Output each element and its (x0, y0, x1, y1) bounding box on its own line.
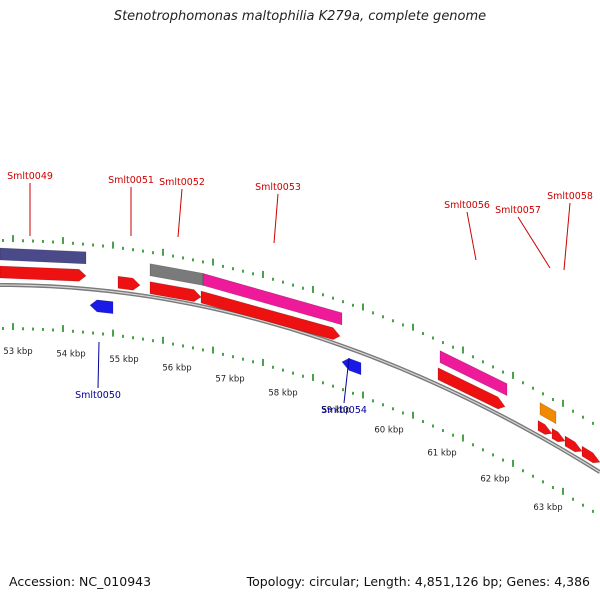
reverse-cds-arrow (341, 358, 362, 376)
forward-label-leader (517, 216, 551, 269)
feature-box (202, 273, 343, 326)
forward-label-leader (466, 211, 477, 261)
scale-label: 59 kbp (321, 406, 350, 416)
scale-label: 63 kbp (533, 503, 562, 513)
label-leader-lines (29, 183, 571, 404)
forward-gene-label: Smlt0057 (495, 205, 541, 216)
forward-label-leader (563, 202, 571, 271)
scale-label: 55 kbp (109, 355, 138, 365)
forward-cds-arrow (149, 281, 202, 302)
map-title: Stenotrophomonas maltophilia K279a, comp… (113, 9, 487, 24)
reverse-label-leader (343, 357, 350, 404)
reverse-label-leader (97, 341, 100, 389)
scale-label: 53 kbp (3, 347, 32, 357)
accession-text: Accession: NC_010943 (9, 574, 152, 589)
scale-label: 61 kbp (427, 449, 456, 459)
forward-gene-label: Smlt0052 (159, 177, 205, 188)
forward-cds-arrow (0, 265, 87, 282)
forward-cds-arrow (200, 290, 341, 340)
forward-gene-label: Smlt0058 (547, 191, 593, 202)
reverse-cds-arrow (89, 299, 114, 314)
scale-label: 62 kbp (480, 474, 509, 484)
feature-box (539, 402, 557, 425)
gene-labels: Smlt0049 Smlt0051 Smlt0052 Smlt0053 Smlt0056… (7, 171, 593, 416)
feature-track (0, 247, 600, 464)
forward-cds-arrow (564, 435, 583, 453)
scale-label: 58 kbp (268, 389, 297, 399)
forward-label-leader (177, 188, 183, 238)
forward-cds-arrow (537, 419, 553, 435)
forward-gene-label: Smlt0053 (255, 182, 301, 193)
forward-gene-label: Smlt0051 (108, 175, 154, 186)
inner-tick-ring (2, 323, 594, 513)
scale-labels: 53 kbp 54 kbp 55 kbp 56 kbp 57 kbp 58 kbp 59 k… (3, 347, 562, 513)
feature-box (149, 263, 204, 286)
forward-cds-arrow (437, 367, 506, 410)
scale-label: 54 kbp (56, 350, 85, 360)
forward-cds-arrow (117, 275, 141, 291)
forward-cds-arrow (581, 445, 600, 464)
reverse-gene-label: Smlt0054 (321, 405, 367, 416)
feature-box (439, 350, 508, 397)
forward-gene-label: Smlt0049 (7, 171, 53, 182)
feature-box (0, 247, 87, 265)
genome-backbone (0, 283, 600, 474)
scale-label: 57 kbp (215, 375, 244, 385)
scale-label: 56 kbp (162, 363, 191, 373)
forward-cds-arrow (551, 427, 566, 443)
outer-tick-ring (2, 235, 594, 425)
forward-gene-label: Smlt0056 (444, 200, 490, 211)
scale-label: 60 kbp (374, 426, 403, 436)
backbone-highlight (0, 284, 600, 473)
reverse-gene-label: Smlt0050 (75, 390, 121, 401)
forward-label-leader (273, 193, 279, 244)
genome-summary-text: Topology: circular; Length: 4,851,126 bp… (246, 574, 590, 589)
